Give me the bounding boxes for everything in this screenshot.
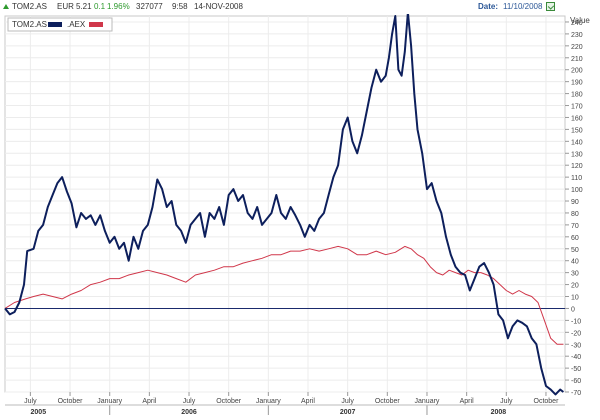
plot-area xyxy=(4,15,566,393)
y-tick-label: -30 xyxy=(571,342,581,349)
x-tick-label: January xyxy=(97,398,122,405)
y-tick-label: 210 xyxy=(571,56,583,63)
x-tick-label: April xyxy=(460,398,474,405)
y-tick-label: 60 xyxy=(571,235,579,242)
y-tick-label: -50 xyxy=(571,366,581,373)
y-tick-label: -20 xyxy=(571,330,581,337)
x-tick-label: January xyxy=(415,398,440,405)
series-group xyxy=(4,14,564,396)
legend-label-tom2: TOM2.AS xyxy=(12,20,47,29)
y-tick-label: 0 xyxy=(571,306,575,313)
legend-label-aex: .AEX xyxy=(67,20,86,29)
y-tick-label: 170 xyxy=(571,104,583,111)
x-tick-label: July xyxy=(500,398,513,405)
x-tick-label: October xyxy=(534,398,560,405)
y-tick-label: -40 xyxy=(571,354,581,361)
y-tick-label: 240 xyxy=(571,20,583,27)
y-tick-label: 220 xyxy=(571,44,583,51)
y-tick-label: 160 xyxy=(571,115,583,122)
x-tick-label: July xyxy=(183,398,196,405)
quote-date: 14-NOV-2008 xyxy=(194,2,243,11)
x-tick-label: January xyxy=(256,398,281,405)
y-tick-label: 30 xyxy=(571,271,579,278)
currency: EUR xyxy=(57,2,74,11)
x-tick-label: October xyxy=(375,398,401,405)
chart: -70 -60 -50 -40 -30 -20 -10 0 10 20 30 40 50 60 70 80 90… xyxy=(4,14,590,416)
x-tick-label: July xyxy=(341,398,354,405)
y-tick-label: 140 xyxy=(571,139,583,146)
grid xyxy=(5,16,565,393)
symbol: TOM2.AS xyxy=(12,2,47,11)
y-tick-label: 20 xyxy=(571,283,579,290)
price: 5.21 xyxy=(76,2,92,11)
y-tick-label: 90 xyxy=(571,199,579,206)
y-tick-label: 120 xyxy=(571,163,583,170)
x-axis: July October January April July October Januar… xyxy=(5,392,565,416)
x-tick-label: October xyxy=(216,398,242,405)
x-tick-label: April xyxy=(142,398,156,405)
x-tick-label: April xyxy=(301,398,315,405)
x-tick-label: July xyxy=(24,398,37,405)
year-label: 2008 xyxy=(491,409,507,416)
y-axis: -70 -60 -50 -40 -30 -20 -10 0 10 20 30 40 50 60 70 80 90… xyxy=(565,20,583,397)
y-tick-label: 230 xyxy=(571,32,583,39)
y-tick-label: 80 xyxy=(571,211,579,218)
y-tick-label: -60 xyxy=(571,378,581,385)
x-tick-label: October xyxy=(58,398,84,405)
legend: TOM2.AS .AEX xyxy=(7,17,113,32)
quote-header: TOM2.AS EUR 5.21 0.1 1.96% 327077 9:58 1… xyxy=(0,0,600,14)
y-tick-label: 190 xyxy=(571,80,583,87)
y-tick-label: 150 xyxy=(571,127,583,134)
volume: 327077 xyxy=(136,2,163,11)
y-axis-title: Value xyxy=(570,16,590,25)
y-tick-label: 200 xyxy=(571,68,583,75)
y-tick-label: 100 xyxy=(571,187,583,194)
date-label: Date: xyxy=(478,2,499,11)
y-tick-label: 70 xyxy=(571,223,579,230)
change-percent: 1.96% xyxy=(107,2,130,11)
y-tick-label: 110 xyxy=(571,175,582,182)
y-tick-label: 180 xyxy=(571,92,583,99)
calendar-icon[interactable] xyxy=(546,2,555,11)
y-tick-label: -10 xyxy=(571,318,581,325)
year-label: 2005 xyxy=(31,409,47,416)
up-arrow-icon xyxy=(3,4,9,9)
y-tick-label: -70 xyxy=(571,390,581,397)
change: 0.1 xyxy=(94,2,106,11)
series-line-tom2 xyxy=(4,14,564,396)
quote-time: 9:58 xyxy=(172,2,188,11)
series-line-aex xyxy=(4,245,564,345)
y-tick-label: 50 xyxy=(571,247,579,254)
y-tick-label: 10 xyxy=(571,295,579,302)
y-tick-label: 40 xyxy=(571,259,579,266)
year-label: 2006 xyxy=(181,409,197,416)
date-value: 11/10/2008 xyxy=(503,2,543,11)
legend-swatch-tom2 xyxy=(48,22,62,27)
y-tick-label: 130 xyxy=(571,151,583,158)
year-label: 2007 xyxy=(340,409,356,416)
legend-swatch-aex xyxy=(89,22,103,27)
